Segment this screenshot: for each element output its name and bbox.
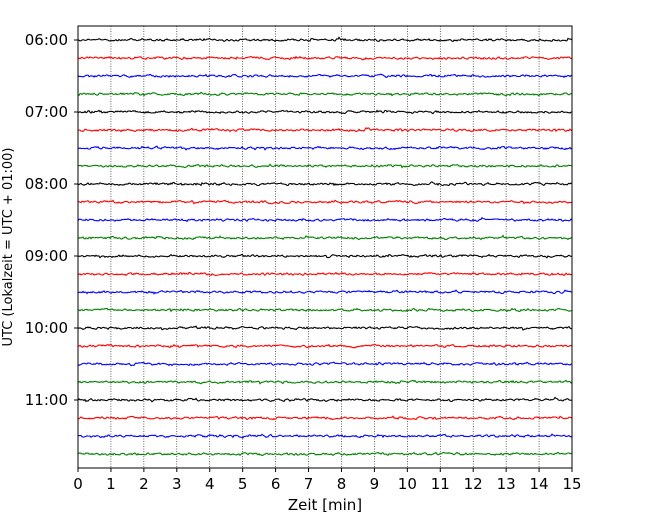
- seismic-trace: [77, 73, 573, 79]
- x-tick-label: 13: [497, 475, 516, 493]
- seismic-trace: [77, 396, 573, 403]
- seismic-trace: [77, 36, 573, 43]
- seismic-trace: [77, 451, 573, 457]
- x-tick-label: 0: [73, 475, 83, 493]
- seismic-trace: [77, 216, 573, 223]
- seismic-trace: [77, 91, 573, 97]
- y-tick-label: 09:00: [25, 247, 68, 265]
- seismic-trace: [77, 163, 573, 169]
- seismic-trace: [77, 415, 573, 421]
- x-tick-label: 11: [431, 475, 450, 493]
- seismic-trace: [77, 126, 573, 133]
- x-tick-label: 10: [398, 475, 417, 493]
- plot-frame: [77, 25, 573, 469]
- seismic-trace: [77, 271, 573, 277]
- x-tick-label: 2: [139, 475, 149, 493]
- vertical-grid: [110, 26, 540, 468]
- x-ticks: 0 1 2 3 4 5 6 7 8 9 10 11 12 13 14 15: [73, 468, 582, 493]
- y-tick-label: 11:00: [25, 391, 68, 409]
- seismic-trace: [77, 145, 573, 151]
- x-tick-label: 4: [205, 475, 215, 493]
- x-tick-label: 7: [304, 475, 314, 493]
- seismic-trace: [77, 379, 573, 385]
- seismic-trace: [77, 289, 573, 295]
- x-tick-label: 8: [337, 475, 347, 493]
- y-tick-label: 08:00: [25, 175, 68, 193]
- x-tick-label: 9: [370, 475, 380, 493]
- seismic-traces: [77, 36, 573, 457]
- seismic-trace: [77, 361, 573, 367]
- x-tick-label: 15: [562, 475, 581, 493]
- x-axis-label: Zeit [min]: [288, 496, 362, 514]
- x-tick-label: 14: [530, 475, 549, 493]
- y-tick-label: 06:00: [25, 31, 68, 49]
- seismic-trace: [77, 234, 573, 241]
- x-tick-label: 5: [238, 475, 248, 493]
- y-tick-label: 10:00: [25, 319, 68, 337]
- seismic-trace: [77, 199, 573, 205]
- seismic-trace: [77, 253, 573, 259]
- seismic-trace: [77, 307, 573, 313]
- y-axis-label: UTC (Lokalzeit = UTC + 01:00): [1, 148, 16, 347]
- seismic-trace: [77, 109, 573, 115]
- x-tick-label: 6: [271, 475, 281, 493]
- seismic-trace: [77, 55, 573, 61]
- seismic-trace: [77, 343, 573, 349]
- y-ticks: 06:00 07:00 08:00 09:00 10:00 11:00: [25, 31, 78, 409]
- x-tick-label: 1: [106, 475, 116, 493]
- seismic-trace: [77, 325, 573, 331]
- seismic-trace: [77, 181, 573, 187]
- x-tick-label: 12: [464, 475, 483, 493]
- x-tick-label: 3: [172, 475, 182, 493]
- y-tick-label: 07:00: [25, 103, 68, 121]
- seismic-trace: [77, 433, 573, 439]
